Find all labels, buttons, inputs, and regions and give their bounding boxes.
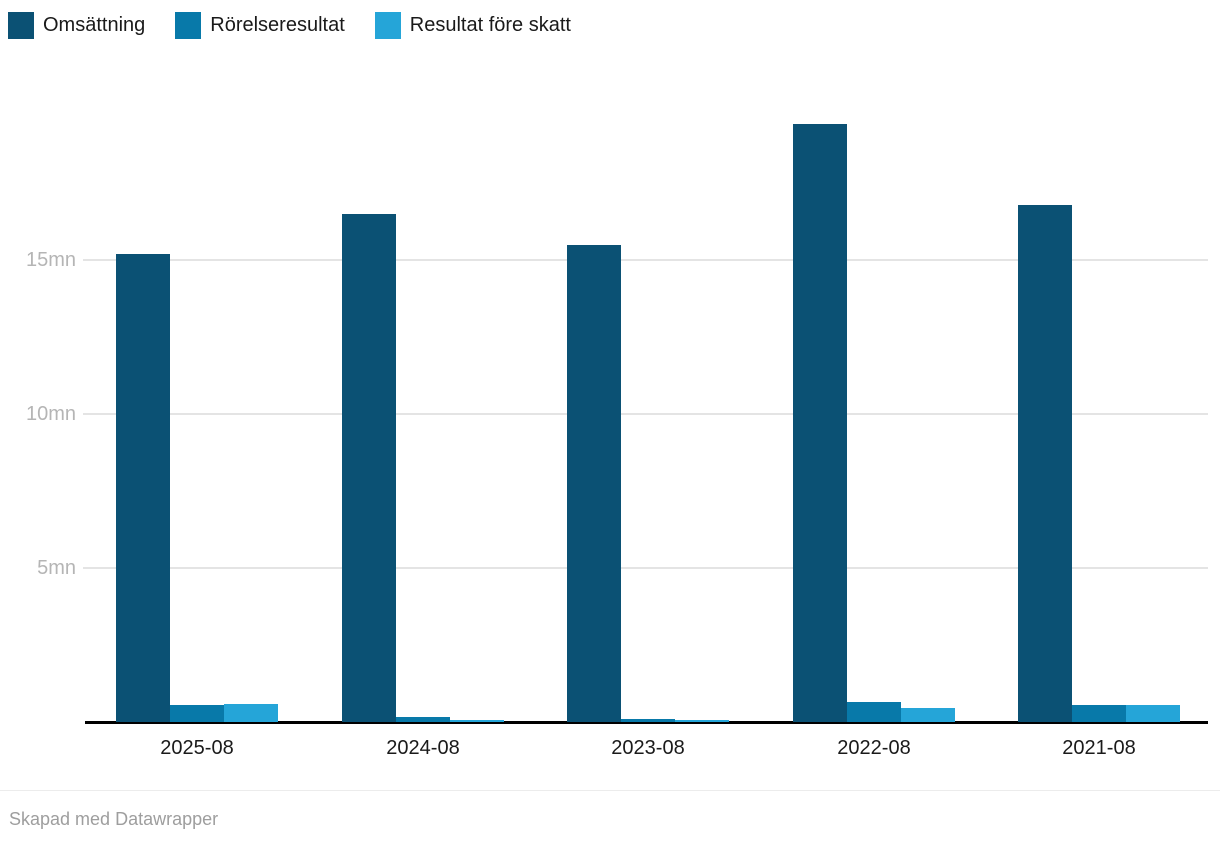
bar-2025-08-series-2 — [224, 704, 278, 722]
legend-label-rorelseresultat: Rörelseresultat — [210, 14, 345, 36]
legend-item-omsattning: Omsättning — [8, 12, 145, 39]
footer-divider — [0, 790, 1220, 791]
ytick-label-5mn: 5mn — [37, 556, 76, 579]
gridline-10mn — [83, 412, 1208, 415]
legend-swatch-resultat-fore-skatt — [374, 12, 401, 39]
gridline-5mn — [83, 566, 1208, 569]
bar-2023-08-series-2 — [675, 720, 729, 722]
xtick-label-2025-08: 2025-08 — [160, 737, 234, 759]
legend-label-resultat-fore-skatt: Resultat före skatt — [409, 14, 571, 36]
bar-2023-08-series-1 — [621, 719, 675, 722]
bar-2022-08-series-1 — [847, 702, 901, 722]
legend-swatch-omsattning — [8, 12, 34, 39]
xtick-label-2022-08: 2022-08 — [837, 737, 911, 759]
ytick-label-10mn: 10mn — [25, 402, 76, 425]
bar-2021-08-series-0 — [1018, 205, 1072, 722]
bar-2022-08-series-0 — [793, 124, 847, 722]
bar-2025-08-series-1 — [170, 705, 224, 722]
bar-2025-08-series-0 — [116, 254, 170, 722]
ytick-label-15mn: 15mn — [25, 248, 76, 271]
xtick-label-2021-08: 2021-08 — [1062, 737, 1136, 759]
xtick-label-2024-08: 2024-08 — [386, 737, 460, 759]
bar-2021-08-series-1 — [1072, 705, 1126, 722]
legend-swatch-rorelseresultat — [175, 12, 202, 39]
bar-2021-08-series-2 — [1126, 705, 1180, 722]
legend: Omsättning Rörelseresultat Resultat före… — [8, 12, 571, 39]
legend-item-rorelseresultat: Rörelseresultat — [175, 12, 345, 39]
legend-item-resultat-fore-skatt: Resultat före skatt — [374, 12, 571, 39]
bar-2024-08-series-1 — [396, 717, 450, 722]
xtick-label-2023-08: 2023-08 — [611, 737, 685, 759]
bar-2024-08-series-2 — [450, 720, 504, 722]
bar-2022-08-series-2 — [901, 708, 955, 722]
bar-2024-08-series-0 — [342, 214, 396, 722]
legend-label-omsattning: Omsättning — [43, 14, 146, 36]
bar-2023-08-series-0 — [567, 245, 621, 722]
x-axis-line — [85, 720, 1208, 724]
gridline-15mn — [83, 258, 1208, 261]
footer-credit: Skapad med Datawrapper — [9, 809, 219, 829]
